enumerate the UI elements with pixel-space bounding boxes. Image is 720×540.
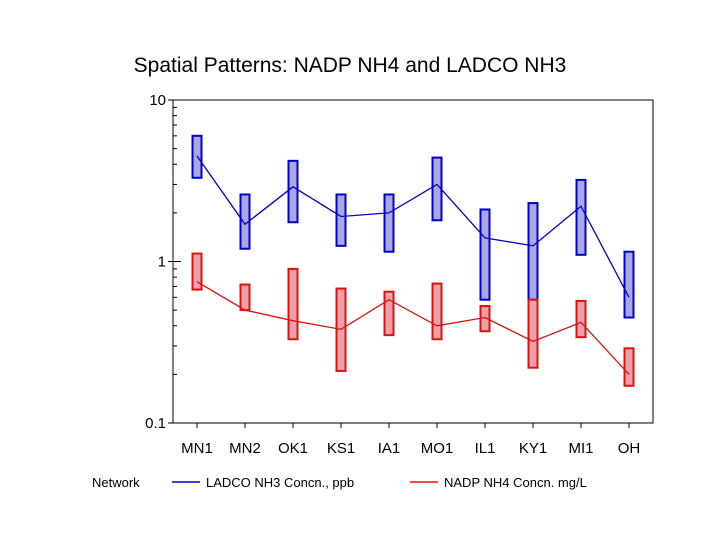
range-box-ladco — [623, 250, 635, 319]
range-box-nadp — [623, 347, 635, 387]
legend-label-ladco: LADCO NH3 Concn., ppb — [206, 475, 354, 490]
range-box-ladco — [575, 178, 587, 256]
range-box-ladco — [479, 208, 491, 301]
x-tick-label: IA1 — [378, 440, 401, 457]
range-box-nadp — [383, 290, 395, 337]
range-box-nadp — [191, 252, 203, 291]
range-box-nadp — [239, 283, 251, 312]
series-line-nadp — [196, 281, 630, 375]
x-tick-label: OH — [618, 440, 641, 457]
y-minor-ticks — [173, 106, 177, 375]
range-box-nadp — [527, 298, 539, 369]
plot-area: 10 1 0.1 MN1 MN2 OK1 KS1 IA1 MO1 IL1 KY1 MI1 OH — [145, 92, 654, 457]
legend-label-nadp: NADP NH4 Concn. mg/L — [444, 475, 587, 490]
range-box-ladco — [527, 202, 539, 301]
x-tick-label: OK1 — [278, 440, 308, 457]
x-tick-label: KY1 — [519, 440, 547, 457]
range-box-nadp — [287, 267, 299, 341]
series-line-ladco — [196, 155, 630, 298]
chart-title: Spatial Patterns: NADP NH4 and LADCO NH3 — [134, 54, 567, 77]
x-tick-label: IL1 — [475, 440, 496, 457]
y-tick-label: 0.1 — [145, 415, 166, 432]
x-tick-label: MI1 — [568, 440, 593, 457]
x-tick-label: MO1 — [421, 440, 454, 457]
y-tick-label: 1 — [158, 254, 166, 271]
x-axis: MN1 MN2 OK1 KS1 IA1 MO1 IL1 KY1 MI1 OH — [181, 423, 640, 457]
range-box-nadp — [431, 282, 443, 341]
range-box-ladco — [335, 193, 347, 247]
range-box-ladco — [287, 159, 299, 224]
x-tick-label: MN2 — [229, 440, 261, 457]
x-tick-label: MN1 — [181, 440, 213, 457]
legend: Network LADCO NH3 Concn., ppb NADP NH4 C… — [92, 475, 587, 490]
y-tick-label: 10 — [149, 92, 166, 109]
legend-title: Network — [92, 475, 140, 490]
range-box-ladco — [431, 156, 443, 222]
range-box-ladco — [383, 193, 395, 253]
range-boxes — [191, 134, 635, 387]
range-box-ladco — [239, 193, 251, 250]
plot-frame — [172, 99, 654, 424]
y-axis: 10 1 0.1 — [145, 92, 181, 432]
series-lines — [196, 155, 630, 375]
x-tick-label: KS1 — [327, 440, 355, 457]
range-box-nadp — [575, 299, 587, 339]
